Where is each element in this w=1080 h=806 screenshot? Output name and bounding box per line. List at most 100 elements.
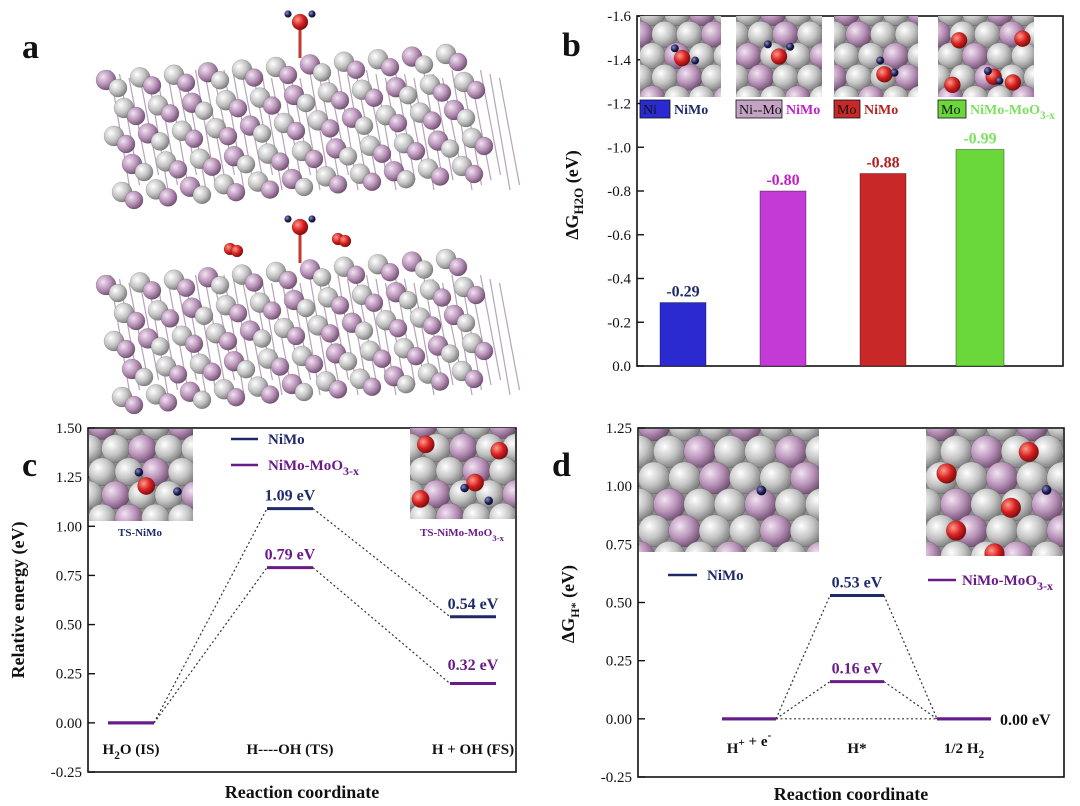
inset-atoms — [410, 428, 544, 519]
oxygen-atom — [984, 543, 1005, 556]
atom — [194, 306, 214, 326]
ni-atom — [1061, 498, 1063, 511]
y-tick-label-b: -1.6 — [607, 9, 631, 25]
water-oxygen-atom — [291, 218, 309, 236]
atom — [286, 121, 306, 141]
ni-atom — [167, 457, 193, 487]
ni-atom — [986, 85, 1013, 97]
y-axis-d: -0.25 0.00 0.25 0.50 0.75 1.00 1.25 — [601, 421, 645, 786]
oxygen-atom — [950, 31, 968, 49]
level-label-1-1: 0.16 eV — [832, 661, 883, 678]
atom — [364, 293, 384, 313]
mo-atom — [809, 42, 822, 70]
ni-atom — [759, 85, 787, 97]
ni-atom — [822, 0, 848, 4]
y-tick-label-b: -0.8 — [607, 184, 631, 200]
atom — [226, 182, 246, 202]
atom — [124, 395, 144, 415]
inset-atoms — [75, 388, 193, 521]
oxygen-atom — [411, 490, 430, 508]
atom — [398, 290, 418, 310]
atom — [294, 382, 314, 402]
ni-atom — [663, 85, 691, 97]
y-tick-label: 0.00 — [56, 716, 82, 732]
ni-atom — [796, 21, 822, 48]
atom — [260, 385, 280, 404]
hydrogen-atom — [763, 40, 772, 49]
slab-nimo-moo3 — [95, 215, 521, 415]
atom — [330, 296, 350, 315]
text-part: + — [745, 734, 761, 750]
mo-atom — [652, 0, 678, 4]
atom — [150, 337, 170, 356]
ni-atom — [880, 541, 912, 573]
atom — [168, 365, 188, 384]
atom — [362, 172, 382, 192]
atom — [142, 76, 162, 95]
atom — [150, 132, 170, 151]
ni-atom — [684, 383, 716, 415]
oxygen-atom — [1000, 497, 1022, 518]
text-part: TS-NiMo-Mo — [420, 527, 484, 539]
atom — [192, 185, 212, 205]
y-axis-label-b: ΔGH2O (eV) — [562, 150, 586, 240]
mo-atom — [75, 388, 103, 416]
y-tick-label: 1.00 — [606, 479, 632, 495]
oxygen-atom — [466, 473, 485, 492]
oxygen-atom — [770, 48, 788, 65]
ni-atom — [701, 0, 727, 4]
inset-ts-nimo — [75, 388, 193, 521]
y-tick-label-b: -0.2 — [607, 315, 631, 331]
ni-atom — [516, 457, 544, 485]
ni-atom — [713, 43, 721, 68]
bond — [128, 77, 150, 181]
ni-atom — [593, 383, 625, 415]
ni-atom — [745, 541, 776, 552]
ni-atom — [1061, 551, 1063, 556]
energy-diagram-panel-d: -0.25 0.00 0.25 0.50 0.75 1.00 1.25 0.53 eV 0.1… — [558, 383, 1065, 804]
atom — [228, 98, 248, 118]
site-label-element-0: Ni — [643, 103, 657, 118]
y-tick-label-b: -0.4 — [607, 272, 631, 288]
atom — [134, 367, 154, 387]
ni-atom — [821, 0, 847, 4]
level-label-0-2: 0.54 eV — [448, 596, 499, 613]
atom — [414, 260, 434, 279]
text-part: NiMo-Mo — [970, 103, 1029, 118]
atom — [210, 275, 230, 295]
superscript: - — [768, 730, 772, 742]
subscript: 3-x — [1037, 579, 1053, 593]
oxygen-atom — [1014, 30, 1031, 47]
legend-label-nimo-moo3-d: NiMo-MoO3-x — [962, 573, 1053, 593]
atom — [116, 134, 136, 154]
ni-atom — [971, 383, 1003, 415]
text-part: O — [120, 742, 132, 758]
site-label-element-1: Ni--Mo — [739, 103, 782, 118]
mo-atom — [410, 465, 411, 476]
hydrogen-atom — [1041, 484, 1052, 496]
ni-atom — [410, 428, 411, 430]
atom — [244, 273, 264, 292]
bar-2 — [859, 173, 907, 367]
mo-atom — [797, 0, 823, 4]
site-label-text-0: NiMo — [674, 103, 708, 118]
mo-atom — [713, 86, 721, 97]
bond — [128, 282, 150, 386]
text-part: NiMo — [864, 103, 898, 118]
atom — [396, 374, 416, 394]
site-label-box-1 — [735, 99, 783, 119]
connector-1-0 — [153, 567, 268, 724]
atom — [226, 387, 246, 407]
panel-letter-d: d — [552, 447, 571, 484]
atom — [380, 262, 400, 282]
ni-atom — [846, 0, 872, 4]
connector-1-1 — [312, 567, 451, 685]
level-label-1-1: 0.79 eV — [265, 547, 316, 564]
bond — [498, 77, 521, 186]
ni-atom — [895, 107, 921, 133]
oxygen-atom — [230, 244, 244, 258]
atom — [406, 346, 426, 366]
oxygen-atom — [945, 520, 967, 541]
hydrogen-atom — [134, 467, 144, 477]
atom — [236, 359, 256, 379]
